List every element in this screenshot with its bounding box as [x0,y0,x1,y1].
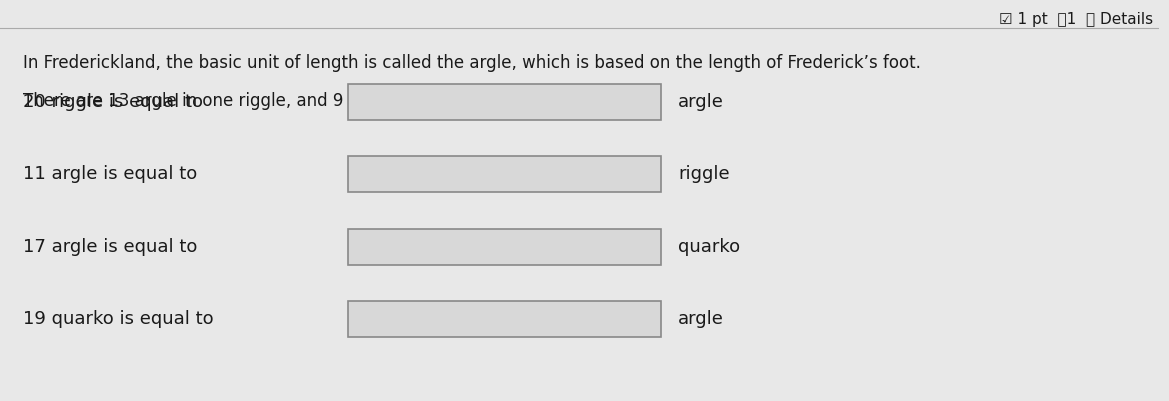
Text: argle: argle [678,93,724,111]
Text: In Frederickland, the basic unit of length is called the argle, which is based o: In Frederickland, the basic unit of leng… [23,54,921,72]
Text: 11 argle is equal to: 11 argle is equal to [23,166,198,183]
Text: 17 argle is equal to: 17 argle is equal to [23,238,198,255]
Text: argle: argle [678,310,724,328]
FancyBboxPatch shape [347,156,660,192]
FancyBboxPatch shape [347,229,660,265]
FancyBboxPatch shape [347,84,660,120]
Text: quarko: quarko [678,238,740,255]
Text: riggle: riggle [678,166,729,183]
Text: 20 riggle is equal to: 20 riggle is equal to [23,93,203,111]
Text: ☑ 1 pt  ⌛1  ⓘ Details: ☑ 1 pt ⌛1 ⓘ Details [999,12,1153,27]
Text: 19 quarko is equal to: 19 quarko is equal to [23,310,214,328]
FancyBboxPatch shape [347,301,660,337]
Text: There are 13 argle in one riggle, and 9 riggle in one quarko.: There are 13 argle in one riggle, and 9 … [23,92,520,110]
